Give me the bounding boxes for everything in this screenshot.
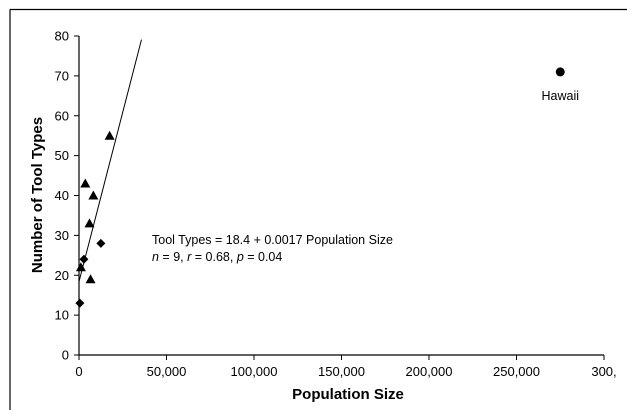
stats-symbol: p (236, 250, 244, 264)
stats-value: = 0.04 (244, 250, 283, 264)
triangle-point (75, 262, 86, 272)
y-axis-title: Number of Tool Types (29, 117, 46, 273)
stats-annotation: n = 9, r = 0.68, p = 0.04 (152, 250, 282, 264)
diamond-point (96, 238, 106, 248)
y-tick-label: 70 (55, 68, 69, 83)
triangle-point (104, 130, 115, 140)
diamond-point (79, 254, 89, 264)
y-tick-label: 30 (55, 228, 69, 243)
stats-value: = 0.68, (191, 250, 237, 264)
x-tick-label: 200,000 (406, 364, 453, 379)
y-tick-label: 50 (55, 148, 69, 163)
triangle-point (88, 190, 99, 200)
data-markers (75, 67, 565, 308)
x-tick-label: 0 (75, 364, 82, 379)
x-tick-label: 300, (591, 364, 616, 379)
hawaii-label: Hawaii (541, 89, 579, 103)
x-axis-title: Population Size (292, 386, 404, 403)
stats-value: = 9, (159, 250, 187, 264)
diamond-point (75, 298, 85, 308)
y-tick-label: 60 (55, 108, 69, 123)
triangle-point (80, 178, 91, 188)
stats-symbol: n (152, 250, 159, 264)
y-tick-label: 80 (55, 29, 69, 44)
y-tick-label: 0 (62, 348, 69, 363)
x-axis-ticks: 0 50,000 100,000 150,000 200,000 250,000 300, (75, 355, 617, 379)
triangle-point (84, 218, 95, 228)
x-tick-label: 50,000 (147, 364, 187, 379)
y-tick-label: 10 (55, 308, 69, 323)
trend-line (78, 39, 142, 282)
x-tick-label: 100,000 (231, 364, 278, 379)
stats-symbol: r (187, 250, 192, 264)
circle-point (555, 67, 565, 77)
y-tick-label: 20 (55, 268, 69, 283)
x-tick-label: 250,000 (493, 364, 540, 379)
equation-annotation: Tool Types = 18.4 + 0.0017 Population Si… (152, 233, 393, 247)
y-tick-label: 40 (55, 188, 69, 203)
y-axis-ticks: 0 10 20 30 40 50 60 70 80 (55, 29, 79, 363)
triangle-point (85, 274, 96, 284)
x-tick-label: 150,000 (318, 364, 365, 379)
